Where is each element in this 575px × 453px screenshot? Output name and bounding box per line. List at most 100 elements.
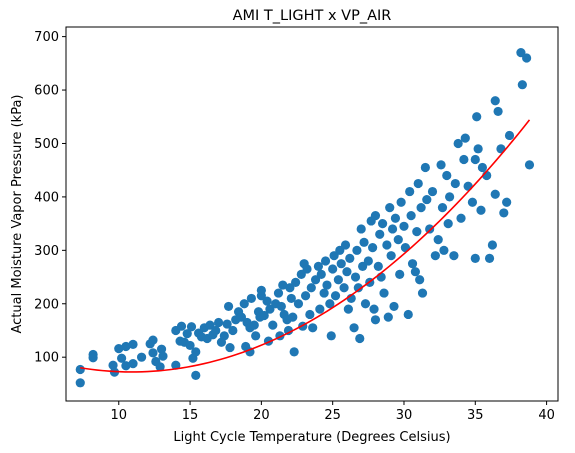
data-point bbox=[434, 235, 443, 244]
data-point bbox=[128, 340, 137, 349]
y-axis-title: Actual Moisture Vapor Pressure (kPa) bbox=[10, 94, 25, 333]
data-point bbox=[355, 334, 364, 343]
data-point bbox=[468, 198, 477, 207]
data-point bbox=[320, 288, 329, 297]
data-point bbox=[250, 321, 259, 330]
data-point bbox=[491, 96, 500, 105]
data-point bbox=[499, 208, 508, 217]
data-point bbox=[89, 353, 98, 362]
data-point bbox=[191, 347, 200, 356]
data-point bbox=[76, 378, 85, 387]
data-point bbox=[187, 322, 196, 331]
data-point bbox=[349, 323, 358, 332]
data-point bbox=[459, 155, 468, 164]
data-point bbox=[315, 305, 324, 314]
data-point bbox=[322, 280, 331, 289]
data-point bbox=[225, 343, 234, 352]
data-point bbox=[158, 352, 167, 361]
data-point bbox=[522, 53, 531, 62]
data-point bbox=[401, 243, 410, 252]
data-point bbox=[305, 310, 314, 319]
data-point bbox=[417, 203, 426, 212]
data-point bbox=[476, 206, 485, 215]
x-axis: 10 15 20 25 30 35 40 bbox=[110, 401, 554, 423]
y-tick-label: 400 bbox=[34, 190, 59, 205]
data-point bbox=[290, 347, 299, 356]
data-point bbox=[211, 326, 220, 335]
data-point bbox=[371, 315, 380, 324]
y-tick-label: 100 bbox=[34, 351, 59, 366]
data-point bbox=[408, 259, 417, 268]
data-point bbox=[268, 321, 277, 330]
data-point bbox=[334, 275, 343, 284]
data-point bbox=[344, 305, 353, 314]
data-point bbox=[442, 171, 451, 180]
x-tick-label: 25 bbox=[324, 408, 341, 423]
data-point bbox=[525, 160, 534, 169]
data-point bbox=[328, 264, 337, 273]
data-point bbox=[277, 302, 286, 311]
data-point bbox=[451, 179, 460, 188]
data-point bbox=[251, 331, 260, 340]
data-point bbox=[76, 365, 85, 374]
y-tick-label: 300 bbox=[34, 244, 59, 259]
x-tick-label: 35 bbox=[467, 408, 484, 423]
data-point bbox=[444, 219, 453, 228]
data-point bbox=[404, 310, 413, 319]
data-point bbox=[337, 259, 346, 268]
data-point bbox=[405, 187, 414, 196]
data-point bbox=[148, 335, 157, 344]
data-point bbox=[257, 286, 266, 295]
data-point bbox=[301, 291, 310, 300]
scatter-points bbox=[76, 48, 534, 387]
data-point bbox=[464, 182, 473, 191]
data-point bbox=[395, 270, 404, 279]
data-point bbox=[128, 359, 137, 368]
x-axis-title: Light Cycle Temperature (Degrees Celsius… bbox=[173, 430, 450, 445]
data-point bbox=[274, 288, 283, 297]
data-point bbox=[247, 294, 256, 303]
y-axis: 100200300400500600700 bbox=[34, 30, 66, 366]
data-point bbox=[387, 251, 396, 260]
data-point bbox=[488, 240, 497, 249]
data-point bbox=[438, 203, 447, 212]
data-point bbox=[351, 272, 360, 281]
data-point bbox=[382, 240, 391, 249]
data-point bbox=[439, 246, 448, 255]
data-point bbox=[494, 107, 503, 116]
data-point bbox=[357, 224, 366, 233]
data-point bbox=[445, 192, 454, 201]
data-point bbox=[431, 251, 440, 260]
data-point bbox=[307, 283, 316, 292]
data-point bbox=[369, 305, 378, 314]
data-point bbox=[361, 299, 370, 308]
data-point bbox=[352, 246, 361, 255]
data-point bbox=[331, 291, 340, 300]
x-tick-label: 20 bbox=[253, 408, 270, 423]
data-point bbox=[148, 348, 157, 357]
x-tick-label: 15 bbox=[182, 408, 199, 423]
data-point bbox=[474, 144, 483, 153]
data-point bbox=[224, 302, 233, 311]
data-point bbox=[436, 160, 445, 169]
data-point bbox=[425, 224, 434, 233]
data-point bbox=[461, 134, 470, 143]
data-point bbox=[317, 270, 326, 279]
data-point bbox=[379, 288, 388, 297]
data-point bbox=[294, 299, 303, 308]
data-point bbox=[302, 264, 311, 273]
data-point bbox=[491, 190, 500, 199]
data-point bbox=[345, 254, 354, 263]
data-point bbox=[291, 278, 300, 287]
data-point bbox=[288, 313, 297, 322]
data-point bbox=[220, 331, 229, 340]
data-point bbox=[389, 302, 398, 311]
data-point bbox=[374, 262, 383, 271]
x-tick-label: 10 bbox=[110, 408, 127, 423]
data-point bbox=[364, 256, 373, 265]
data-point bbox=[262, 296, 271, 305]
y-tick-label: 600 bbox=[34, 84, 59, 99]
data-point bbox=[399, 222, 408, 231]
